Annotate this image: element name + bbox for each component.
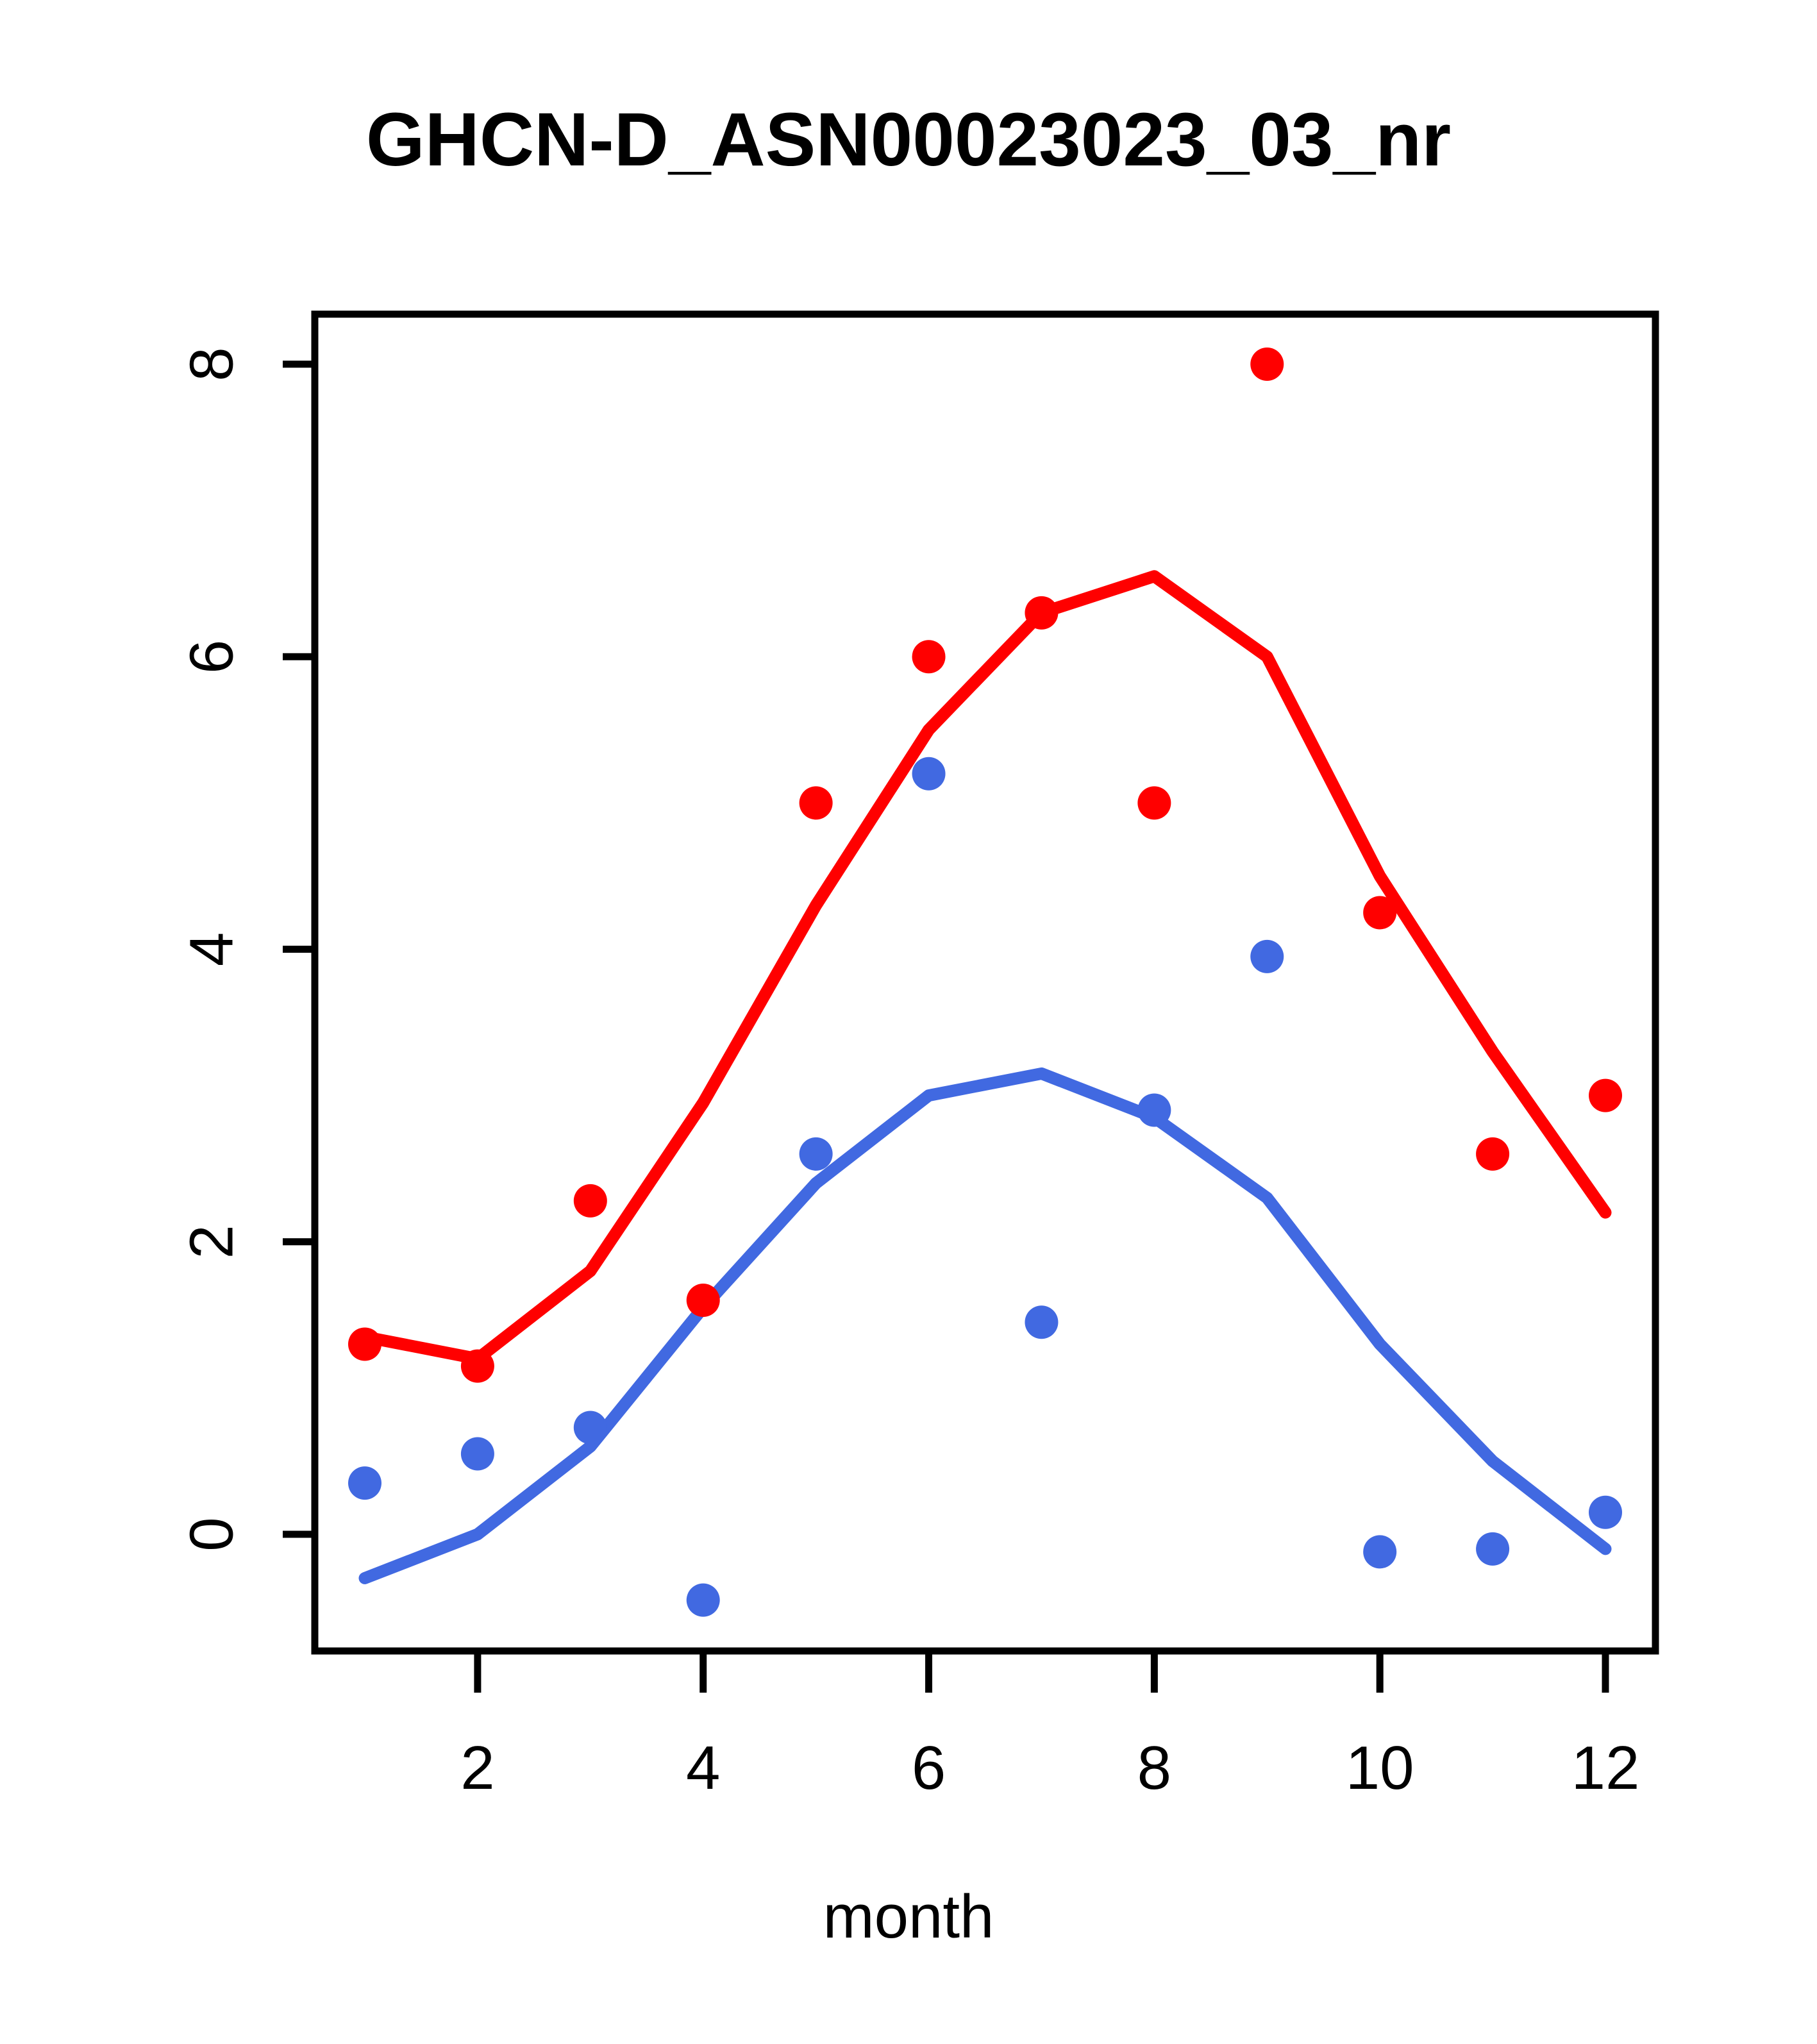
data-point-blue-points xyxy=(460,1437,494,1471)
data-point-blue-points xyxy=(573,1411,607,1445)
x-tick-label: 10 xyxy=(1346,1734,1414,1802)
data-lines xyxy=(358,570,1612,1584)
x-tick-label: 6 xyxy=(912,1734,946,1802)
data-point-red-points xyxy=(799,786,833,820)
data-point-red-points xyxy=(1589,1078,1622,1112)
data-point-blue-points xyxy=(1250,939,1284,973)
x-tick-label: 2 xyxy=(460,1734,494,1802)
data-point-blue-points xyxy=(1137,1093,1171,1127)
data-point-red-points xyxy=(1137,786,1171,820)
data-point-red-points xyxy=(460,1349,494,1383)
y-tick-label: 4 xyxy=(178,932,246,966)
series-line-blue-line xyxy=(358,1067,1612,1584)
data-point-red-points xyxy=(1363,896,1397,930)
y-tick-label: 8 xyxy=(178,347,246,381)
data-point-red-points xyxy=(912,640,946,674)
chart-title: GHCN-D_ASN00023023_03_nr xyxy=(365,97,1452,182)
x-axis-ticks: 2 4 6 8 10 12 xyxy=(460,1651,1639,1802)
x-tick-label: 8 xyxy=(1137,1734,1171,1802)
y-axis-ticks: 0 2 4 6 8 xyxy=(178,347,315,1552)
data-point-blue-points xyxy=(1589,1495,1622,1529)
x-tick-label: 12 xyxy=(1571,1734,1640,1802)
data-point-blue-points xyxy=(1476,1532,1510,1566)
series-line-red-line xyxy=(358,570,1612,1365)
x-tick-label: 4 xyxy=(686,1734,720,1802)
plot-frame xyxy=(311,310,1659,1655)
data-point-red-points xyxy=(686,1284,720,1317)
data-points xyxy=(348,348,1622,1617)
data-point-blue-points xyxy=(799,1137,833,1171)
data-point-blue-points xyxy=(1363,1535,1397,1569)
plot-border xyxy=(311,310,1659,1655)
data-point-red-points xyxy=(1025,596,1059,630)
data-point-red-points xyxy=(348,1327,381,1361)
data-point-red-points xyxy=(1476,1137,1510,1171)
y-tick-label: 6 xyxy=(178,640,246,674)
y-tick-label: 2 xyxy=(178,1225,246,1259)
data-point-red-points xyxy=(1250,348,1284,381)
data-point-red-points xyxy=(573,1184,607,1218)
y-tick-label: 0 xyxy=(178,1517,246,1551)
data-point-blue-points xyxy=(348,1466,381,1500)
data-point-blue-points xyxy=(912,757,946,791)
data-point-blue-points xyxy=(686,1583,720,1617)
data-point-blue-points xyxy=(1025,1305,1059,1339)
x-axis-label: month xyxy=(823,1882,994,1951)
